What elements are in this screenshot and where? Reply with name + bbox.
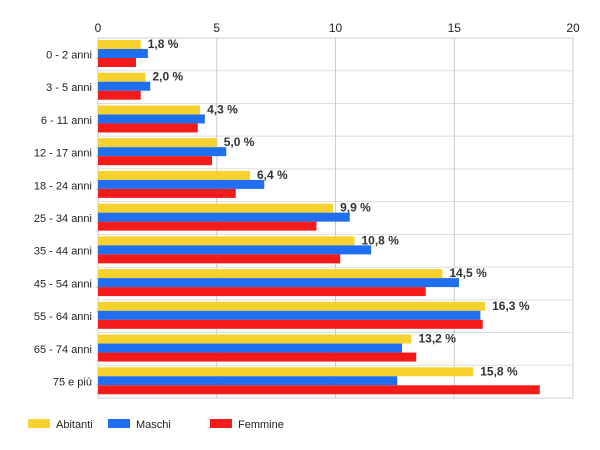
category-label: 12 - 17 anni xyxy=(34,148,92,160)
data-label: 4,3 % xyxy=(207,102,238,116)
category-label: 18 - 24 anni xyxy=(34,180,92,192)
bar-femmine-5 xyxy=(98,221,317,231)
bar-femmine-7 xyxy=(98,287,426,297)
category-label: 25 - 34 anni xyxy=(34,213,92,225)
bar-femmine-0 xyxy=(98,58,136,67)
legend: Abitanti Maschi Femmine xyxy=(28,419,284,431)
bar-abitanti-5 xyxy=(98,203,334,213)
legend-item-abitanti: Abitanti xyxy=(28,419,93,431)
bar-femmine-2 xyxy=(98,123,198,133)
category-label: 35 - 44 anni xyxy=(34,246,92,258)
bar-femmine-1 xyxy=(98,90,141,100)
bar-maschi-1 xyxy=(98,81,151,91)
x-tick-label: 15 xyxy=(448,21,462,35)
data-label: 6,4 % xyxy=(257,168,288,182)
category-label: 65 - 74 anni xyxy=(34,344,92,356)
bars-layer xyxy=(98,40,540,395)
legend-label: Abitanti xyxy=(56,419,93,431)
category-label: 75 e più xyxy=(53,377,92,389)
data-label: 15,8 % xyxy=(480,364,518,378)
bar-femmine-10 xyxy=(98,385,540,395)
legend-swatch xyxy=(210,419,232,428)
bar-femmine-4 xyxy=(98,188,236,198)
category-label: 6 - 11 anni xyxy=(41,115,92,127)
legend-item-femmine: Femmine xyxy=(210,419,284,431)
data-labels: 1,8 % 2,0 % 4,3 % 5,0 % 6,4 % 9,9 % 10,8 % 14,5… xyxy=(148,37,530,378)
x-tick-label: 5 xyxy=(213,21,220,35)
bar-maschi-10 xyxy=(98,376,398,386)
bar-abitanti-10 xyxy=(98,367,474,377)
bar-femmine-3 xyxy=(98,156,212,166)
data-label: 13,2 % xyxy=(419,332,457,346)
legend-swatch xyxy=(108,419,130,428)
x-tick-label: 20 xyxy=(566,21,580,35)
category-label: 3 - 5 anni xyxy=(46,82,92,94)
data-label: 16,3 % xyxy=(492,299,530,313)
bar-abitanti-2 xyxy=(98,105,201,115)
y-axis-categories: 0 - 2 anni 3 - 5 anni 6 - 11 anni 12 - 17 a… xyxy=(34,49,92,388)
bar-maschi-0 xyxy=(98,49,148,58)
bar-abitanti-7 xyxy=(98,269,443,279)
x-tick-label: 0 xyxy=(95,21,102,35)
bar-maschi-7 xyxy=(98,278,459,288)
bar-abitanti-8 xyxy=(98,301,486,311)
category-label: 45 - 54 anni xyxy=(34,278,92,290)
data-label: 2,0 % xyxy=(153,70,184,84)
bar-maschi-3 xyxy=(98,147,227,157)
bar-maschi-4 xyxy=(98,179,265,189)
legend-label: Femmine xyxy=(238,419,284,431)
data-label: 14,5 % xyxy=(449,266,487,280)
legend-item-maschi: Maschi xyxy=(108,419,171,431)
data-label: 10,8 % xyxy=(362,233,400,247)
legend-label: Maschi xyxy=(136,419,171,431)
data-label: 1,8 % xyxy=(148,37,179,51)
bar-maschi-2 xyxy=(98,114,205,124)
bar-maschi-6 xyxy=(98,245,372,255)
x-axis-ticks: 0 5 10 15 20 xyxy=(95,21,580,35)
bar-femmine-6 xyxy=(98,254,341,264)
bar-maschi-8 xyxy=(98,310,481,320)
bar-maschi-5 xyxy=(98,212,350,222)
bar-abitanti-1 xyxy=(98,72,146,82)
data-label: 5,0 % xyxy=(224,135,255,149)
x-tick-label: 10 xyxy=(329,21,343,35)
data-label: 9,9 % xyxy=(340,201,371,215)
bar-abitanti-9 xyxy=(98,334,412,344)
category-label: 0 - 2 anni xyxy=(46,49,92,61)
bar-abitanti-3 xyxy=(98,138,217,148)
legend-swatch xyxy=(28,419,50,428)
bar-femmine-8 xyxy=(98,319,483,329)
bar-abitanti-0 xyxy=(98,40,141,49)
bar-abitanti-6 xyxy=(98,236,355,246)
bar-abitanti-4 xyxy=(98,170,250,180)
bar-femmine-9 xyxy=(98,352,417,362)
bar-maschi-9 xyxy=(98,343,402,353)
category-label: 55 - 64 anni xyxy=(34,311,92,323)
